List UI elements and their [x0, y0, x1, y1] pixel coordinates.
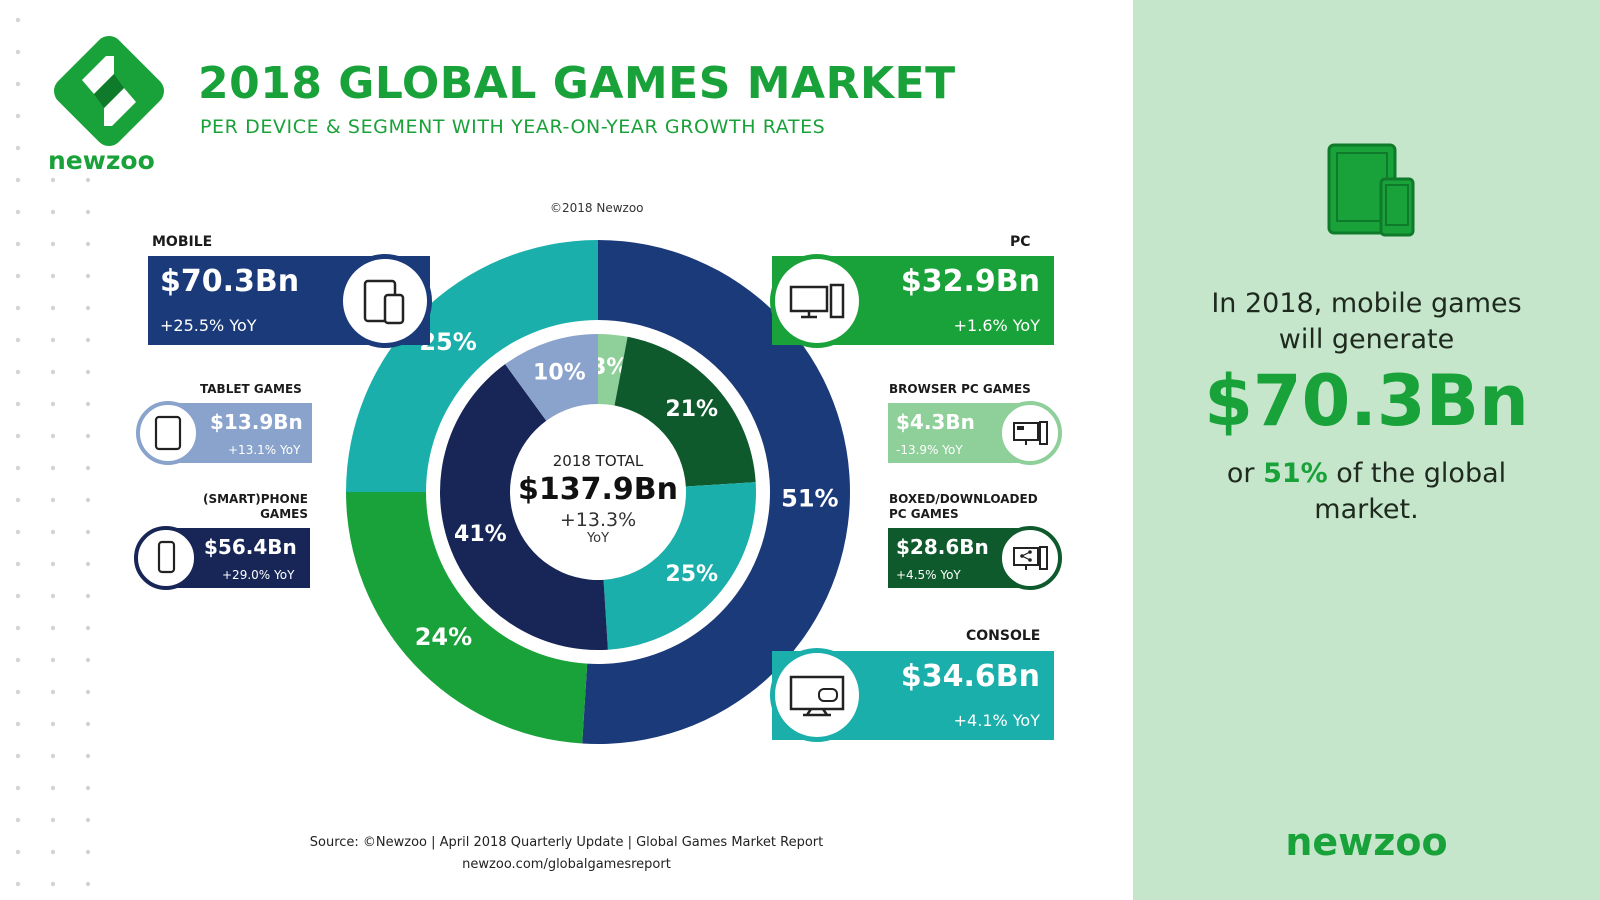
console-yoy: +4.1% YoY — [953, 711, 1040, 730]
outer-label-0: 51% — [781, 485, 838, 513]
inner-label-4: 10% — [533, 361, 586, 386]
browser-value: $4.3Bn — [896, 410, 975, 434]
dot-pattern — [15, 17, 91, 887]
outer-label-1: 24% — [415, 623, 472, 651]
sidebar-of-global: of the global — [1336, 458, 1507, 489]
sidebar-line-market: market. — [1314, 494, 1419, 525]
sidebar-panel — [1133, 0, 1600, 900]
boxed-value: $28.6Bn — [896, 535, 989, 559]
console-label: CONSOLE — [966, 628, 1041, 644]
tablet-icon — [136, 401, 200, 465]
boxed-yoy: +4.5% YoY — [896, 568, 961, 582]
outer-slice-2 — [346, 240, 598, 492]
center-total: $137.9Bn — [518, 472, 678, 507]
desktop-pc-icon — [770, 254, 864, 348]
pc-yoy: +1.6% YoY — [953, 316, 1040, 335]
console-tv-icon — [770, 648, 864, 742]
sidebar-or: or — [1226, 458, 1255, 489]
phone-value: $56.4Bn — [204, 535, 297, 559]
sidebar-wordmark: newzoo — [1285, 820, 1448, 864]
center-label: 2018 TOTAL — [552, 452, 644, 470]
browser-box: $4.3Bn -13.9% YoY — [888, 403, 1034, 463]
pc-label: PC — [1010, 234, 1031, 250]
inner-slice-1 — [614, 336, 756, 487]
copyright-note: ©2018 Newzoo — [550, 201, 644, 215]
phone-yoy: +29.0% YoY — [222, 568, 295, 582]
inner-slice-4 — [505, 334, 598, 421]
brand-wordmark: newzoo — [48, 146, 155, 175]
inner-slice-0 — [598, 334, 628, 406]
browser-pc-icon — [998, 401, 1062, 465]
center-growth: +13.3% — [559, 509, 637, 531]
source-url[interactable]: newzoo.com/globalgamesreport — [462, 857, 671, 872]
mobile-value: $70.3Bn — [160, 264, 300, 299]
boxed-label: BOXED/DOWNLOADED PC GAMES — [889, 492, 1038, 522]
inner-slice-3 — [439, 364, 608, 650]
page-subtitle: PER DEVICE & SEGMENT WITH YEAR-ON-YEAR G… — [200, 116, 826, 138]
page-title: 2018 GLOBAL GAMES MARKET — [198, 58, 956, 109]
sidebar-mobile-value: $70.3Bn — [1204, 360, 1529, 442]
inner-label-1: 21% — [665, 397, 718, 422]
download-pc-icon — [998, 526, 1062, 590]
newzoo-logo-icon — [53, 35, 165, 147]
boxed-label-line1: BOXED/DOWNLOADED — [889, 492, 1038, 506]
mobile-yoy: +25.5% YoY — [160, 316, 257, 335]
phone-label-line2: GAMES — [260, 507, 308, 521]
boxed-label-line2: PC GAMES — [889, 507, 959, 521]
browser-label: BROWSER PC GAMES — [889, 382, 1031, 396]
sidebar-line-2: will generate — [1278, 324, 1455, 355]
outer-slice-0 — [582, 240, 850, 744]
center-yoy: YoY — [586, 531, 610, 546]
inner-label-3: 41% — [454, 522, 507, 547]
sidebar-line-1: In 2018, mobile games — [1211, 288, 1522, 319]
chart-center: 2018 TOTAL $137.9Bn +13.3% YoY — [498, 452, 698, 546]
sidebar-share-pct: 51% — [1263, 458, 1328, 489]
outer-slice-1 — [346, 492, 588, 744]
source-note: Source: ©Newzoo | April 2018 Quarterly U… — [309, 835, 824, 850]
tablet-label: TABLET GAMES — [200, 382, 302, 396]
sidebar-share-line: or 51% of the global — [1133, 456, 1600, 492]
inner-slice-2 — [603, 482, 756, 650]
console-value: $34.6Bn — [900, 659, 1040, 694]
tablet-yoy: +13.1% YoY — [228, 443, 301, 457]
phone-label-line1: (SMART)PHONE — [202, 492, 308, 506]
pc-value: $32.9Bn — [900, 264, 1040, 299]
browser-yoy: -13.9% YoY — [896, 443, 963, 457]
tablet-value: $13.9Bn — [210, 410, 303, 434]
phone-icon — [134, 526, 198, 590]
inner-label-2: 25% — [665, 562, 718, 587]
mobile-label: MOBILE — [152, 234, 213, 250]
tablet-phone-icon — [338, 254, 432, 348]
market-donut-chart: 51%24%25%3%21%25%41%10% — [346, 240, 850, 744]
phone-label: (SMART)PHONE GAMES — [198, 492, 308, 522]
tablet-phone-icon — [1327, 143, 1415, 237]
